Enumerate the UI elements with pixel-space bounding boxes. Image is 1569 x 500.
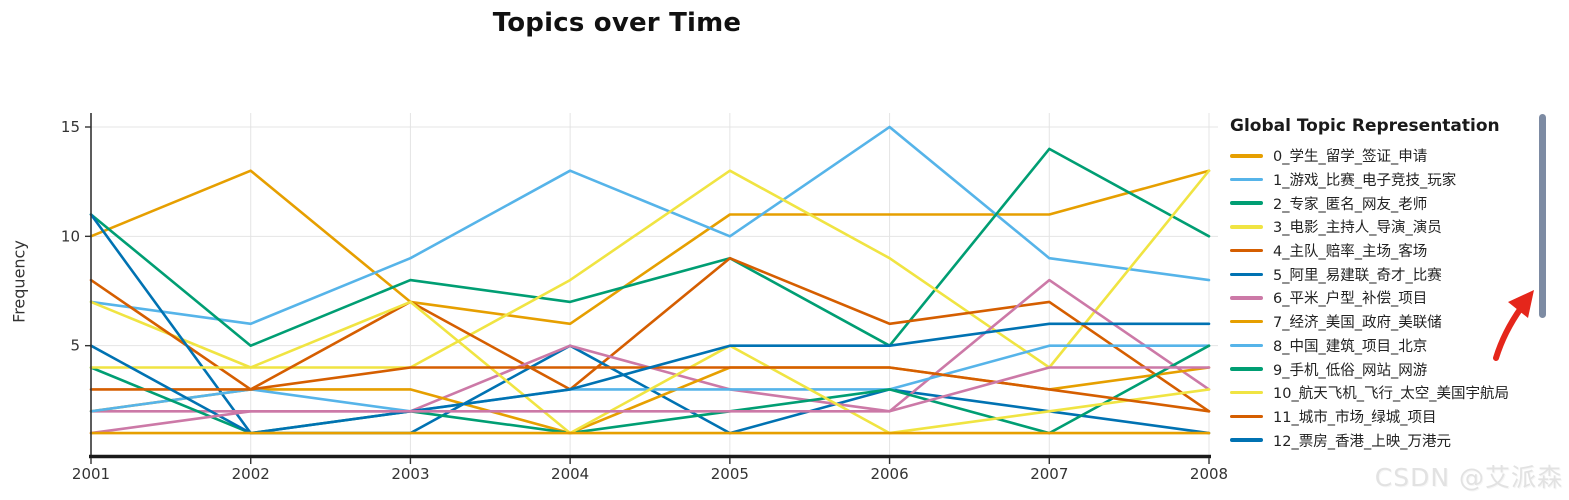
legend-item-3[interactable]: 3_电影_主持人_导演_演员 (1230, 215, 1530, 239)
series-line-3 (89, 169, 1211, 369)
x-tick-label: 2006 (870, 465, 908, 483)
series-line-12 (89, 322, 1211, 435)
legend-item-label: 7_经济_美国_政府_美联储 (1273, 315, 1442, 332)
x-tick-label: 2005 (711, 465, 749, 483)
legend-swatch-icon (1230, 272, 1263, 277)
legend-item-2[interactable]: 2_专家_匿名_网友_老师 (1230, 191, 1530, 215)
legend-item-label: 10_航天飞机_飞行_太空_美国宇航局 (1273, 386, 1509, 403)
x-tick-label: 2003 (391, 465, 429, 483)
legend-item-label: 2_专家_匿名_网友_老师 (1273, 196, 1428, 213)
series-line-2 (89, 147, 1211, 348)
watermark: CSDN @艾派森 (1374, 463, 1563, 492)
legend-swatch-icon (1230, 319, 1263, 324)
legend-swatch-icon (1230, 414, 1263, 419)
series-line-13 (89, 366, 1211, 435)
legend-item-label: 6_平米_户型_补偿_项目 (1273, 291, 1428, 308)
legend-item-label: 12_票房_香港_上映_万港元 (1273, 433, 1451, 450)
tick-labels: 5 10 15 2001 2002 2003 2004 2005 2006 2007 2008 (61, 118, 1228, 483)
legend-item-8[interactable]: 8_中国_建筑_项目_北京 (1230, 334, 1530, 358)
legend-swatch-icon (1230, 296, 1263, 300)
series-line-0 (89, 169, 1211, 326)
series-line-4 (89, 256, 1211, 413)
legend-scrollbar-thumb[interactable] (1539, 114, 1546, 318)
legend-swatch-icon (1230, 177, 1263, 182)
legend-swatch-icon (1230, 201, 1263, 205)
legend-item-label: 5_阿里_易建联_奇才_比赛 (1273, 267, 1442, 284)
legend-item-0[interactable]: 0_学生_留学_签证_申请 (1230, 144, 1530, 168)
legend-item-10[interactable]: 10_航天飞机_飞行_太空_美国宇航局 (1230, 381, 1530, 405)
legend-swatch-icon (1230, 438, 1263, 442)
legend-item-12[interactable]: 12_票房_香港_上映_万港元 (1230, 428, 1530, 452)
legend-title: Global Topic Representation (1230, 116, 1500, 136)
y-tick-label: 5 (70, 337, 80, 355)
legend-item-label: 11_城市_市场_绿城_项目 (1273, 409, 1437, 426)
legend-item-11[interactable]: 11_城市_市场_绿城_项目 (1230, 405, 1530, 429)
legend-swatch-icon (1230, 154, 1263, 158)
legend-swatch-icon (1230, 225, 1263, 229)
legend: Global Topic Representation 0_学生_留学_签证_申… (1230, 116, 1530, 452)
legend-item-label: 1_游戏_比赛_电子竞技_玩家 (1273, 173, 1457, 190)
legend-item-label: 0_学生_留学_签证_申请 (1273, 149, 1428, 166)
axes (85, 113, 1211, 464)
legend-list: 0_学生_留学_签证_申请 1_游戏_比赛_电子竞技_玩家 2_专家_匿名_网友_老… (1230, 144, 1530, 452)
legend-swatch-icon (1230, 367, 1263, 371)
red-arrow-icon (1493, 290, 1534, 361)
y-tick-label: 10 (61, 227, 80, 245)
legend-swatch-icon (1230, 390, 1263, 395)
legend-item-6[interactable]: 6_平米_户型_补偿_项目 (1230, 286, 1530, 310)
legend-item-label: 9_手机_低俗_网站_网游 (1273, 362, 1428, 379)
x-tick-label: 2008 (1190, 465, 1228, 483)
chart-title: Topics over Time (492, 8, 742, 38)
series-line-1 (89, 125, 1211, 326)
x-tick-label: 2007 (1030, 465, 1068, 483)
legend-item-label: 4_主队_赔率_主场_客场 (1273, 244, 1428, 261)
legend-item-label: 3_电影_主持人_导演_演员 (1273, 220, 1442, 237)
legend-swatch-icon (1230, 343, 1263, 348)
y-tick-label: 15 (61, 118, 80, 136)
gridlines (89, 113, 1218, 455)
legend-item-7[interactable]: 7_经济_美国_政府_美联储 (1230, 310, 1530, 334)
legend-item-5[interactable]: 5_阿里_易建联_奇才_比赛 (1230, 262, 1530, 286)
legend-item-9[interactable]: 9_手机_低俗_网站_网游 (1230, 357, 1530, 381)
legend-item-label: 8_中国_建筑_项目_北京 (1273, 338, 1428, 355)
x-tick-label: 2001 (72, 465, 110, 483)
legend-item-4[interactable]: 4_主队_赔率_主场_客场 (1230, 239, 1530, 263)
series-line-10 (89, 300, 1211, 435)
series-lines (89, 125, 1211, 435)
legend-item-1[interactable]: 1_游戏_比赛_电子竞技_玩家 (1230, 168, 1530, 192)
legend-swatch-icon (1230, 248, 1263, 253)
x-tick-label: 2002 (232, 465, 270, 483)
x-tick-label: 2004 (551, 465, 589, 483)
